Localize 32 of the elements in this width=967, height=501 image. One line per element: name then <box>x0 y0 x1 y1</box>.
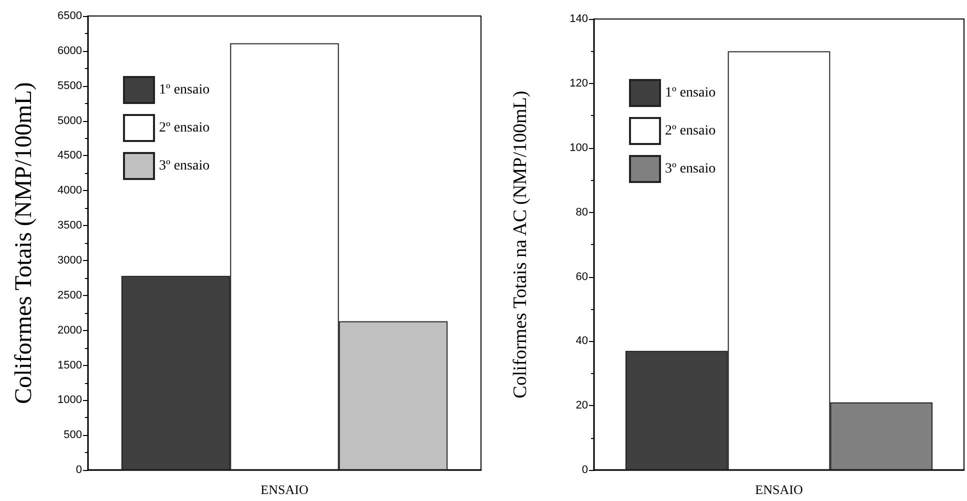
y-tick-label: 40 <box>576 335 588 348</box>
legend-label: 3º ensaio <box>159 158 210 174</box>
y-axis-title: Coliformes Totais (NMP/100mL) <box>11 82 37 404</box>
x-axis-title: ENSAIO <box>755 482 803 497</box>
legend-label: 1º ensaio <box>665 86 716 100</box>
y-tick-label: 0 <box>582 464 588 476</box>
y-tick-label: 3500 <box>58 220 82 232</box>
legend-label: 2º ensaio <box>665 124 716 138</box>
y-tick-label: 120 <box>570 77 588 90</box>
y-axis-title: Coliformes Totais na AC (NMP/100mL) <box>510 90 531 398</box>
y-tick-label: 5500 <box>58 80 82 92</box>
y-tick-label: 3000 <box>58 254 82 267</box>
legend-label: 3º ensaio <box>665 162 716 176</box>
y-tick-label: 20 <box>576 400 588 412</box>
y-tick-label: 4500 <box>58 150 82 162</box>
y-tick-label: 60 <box>576 270 588 283</box>
y-tick-label: 5000 <box>58 114 82 127</box>
y-tick-label: 140 <box>570 13 588 25</box>
legend-label: 1º ensaio <box>159 82 210 98</box>
y-tick-label: 1500 <box>58 359 82 372</box>
y-tick-label: 0 <box>76 464 82 476</box>
legend-label: 2º ensaio <box>159 120 210 136</box>
y-tick-label: 1000 <box>58 394 82 406</box>
y-tick-label: 6500 <box>58 10 82 22</box>
y-tick-label: 80 <box>576 206 588 218</box>
y-tick-label: 100 <box>570 142 588 154</box>
y-tick-label: 6000 <box>58 44 82 57</box>
y-tick-label: 500 <box>64 429 82 442</box>
y-tick-label: 4000 <box>58 184 82 197</box>
y-tick-label: 2000 <box>58 324 82 336</box>
x-axis-title: ENSAIO <box>260 482 308 497</box>
y-tick-label: 2500 <box>58 289 82 302</box>
